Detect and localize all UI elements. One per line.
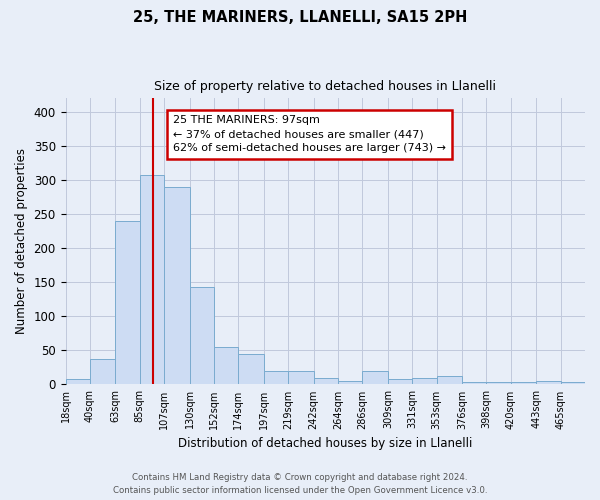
Bar (190, 287, 214, 384)
Text: Contains HM Land Registry data © Crown copyright and database right 2024.
Contai: Contains HM Land Registry data © Crown c… (113, 474, 487, 495)
Bar (511, 382, 536, 384)
Bar (560, 382, 585, 384)
Bar (437, 376, 462, 384)
Text: 25 THE MARINERS: 97sqm
← 37% of detached houses are smaller (447)
62% of semi-de: 25 THE MARINERS: 97sqm ← 37% of detached… (173, 116, 446, 154)
Bar (288, 371, 314, 384)
Title: Size of property relative to detached houses in Llanelli: Size of property relative to detached ho… (154, 80, 496, 93)
Bar (115, 221, 140, 384)
Bar (462, 382, 487, 384)
Bar (536, 381, 560, 384)
Bar (338, 381, 362, 384)
Text: 25, THE MARINERS, LLANELLI, SA15 2PH: 25, THE MARINERS, LLANELLI, SA15 2PH (133, 10, 467, 25)
Bar (264, 371, 288, 384)
Bar (412, 378, 437, 384)
Bar (214, 347, 238, 385)
Bar (362, 371, 388, 384)
Bar (487, 382, 511, 384)
Bar (140, 176, 164, 384)
Bar (90, 358, 115, 384)
X-axis label: Distribution of detached houses by size in Llanelli: Distribution of detached houses by size … (178, 437, 472, 450)
Bar (314, 378, 338, 384)
Y-axis label: Number of detached properties: Number of detached properties (15, 148, 28, 334)
Bar (238, 354, 264, 384)
Bar (164, 187, 190, 384)
Bar (65, 379, 90, 384)
Bar (388, 379, 412, 384)
